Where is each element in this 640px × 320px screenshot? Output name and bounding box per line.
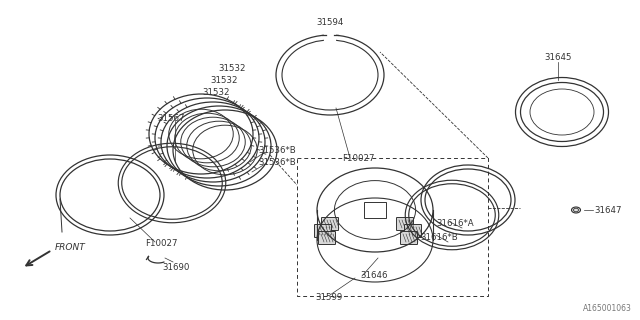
Text: 31536*B: 31536*B: [258, 157, 296, 166]
Text: 31599: 31599: [315, 292, 342, 301]
Text: 31616*A: 31616*A: [436, 219, 474, 228]
Text: 31532: 31532: [210, 76, 237, 84]
Text: 31646: 31646: [360, 271, 387, 281]
Text: 31536*B: 31536*B: [258, 146, 296, 155]
FancyBboxPatch shape: [404, 225, 422, 237]
Text: 31532: 31532: [218, 63, 246, 73]
Text: FRONT: FRONT: [55, 243, 86, 252]
Text: F10027: F10027: [342, 154, 374, 163]
FancyBboxPatch shape: [319, 231, 335, 244]
Text: 31647: 31647: [594, 205, 621, 214]
Text: 31567: 31567: [157, 114, 184, 123]
Text: 31594: 31594: [316, 18, 344, 27]
Text: 31645: 31645: [544, 52, 572, 61]
FancyBboxPatch shape: [397, 218, 413, 230]
Ellipse shape: [572, 207, 580, 213]
Text: 31532: 31532: [202, 87, 230, 97]
Text: 31616*B: 31616*B: [420, 233, 458, 242]
Text: A165001063: A165001063: [583, 304, 632, 313]
Text: 31690: 31690: [162, 263, 189, 273]
FancyBboxPatch shape: [401, 231, 417, 244]
FancyBboxPatch shape: [314, 225, 332, 237]
FancyBboxPatch shape: [321, 218, 339, 230]
Text: F10027: F10027: [145, 238, 177, 247]
